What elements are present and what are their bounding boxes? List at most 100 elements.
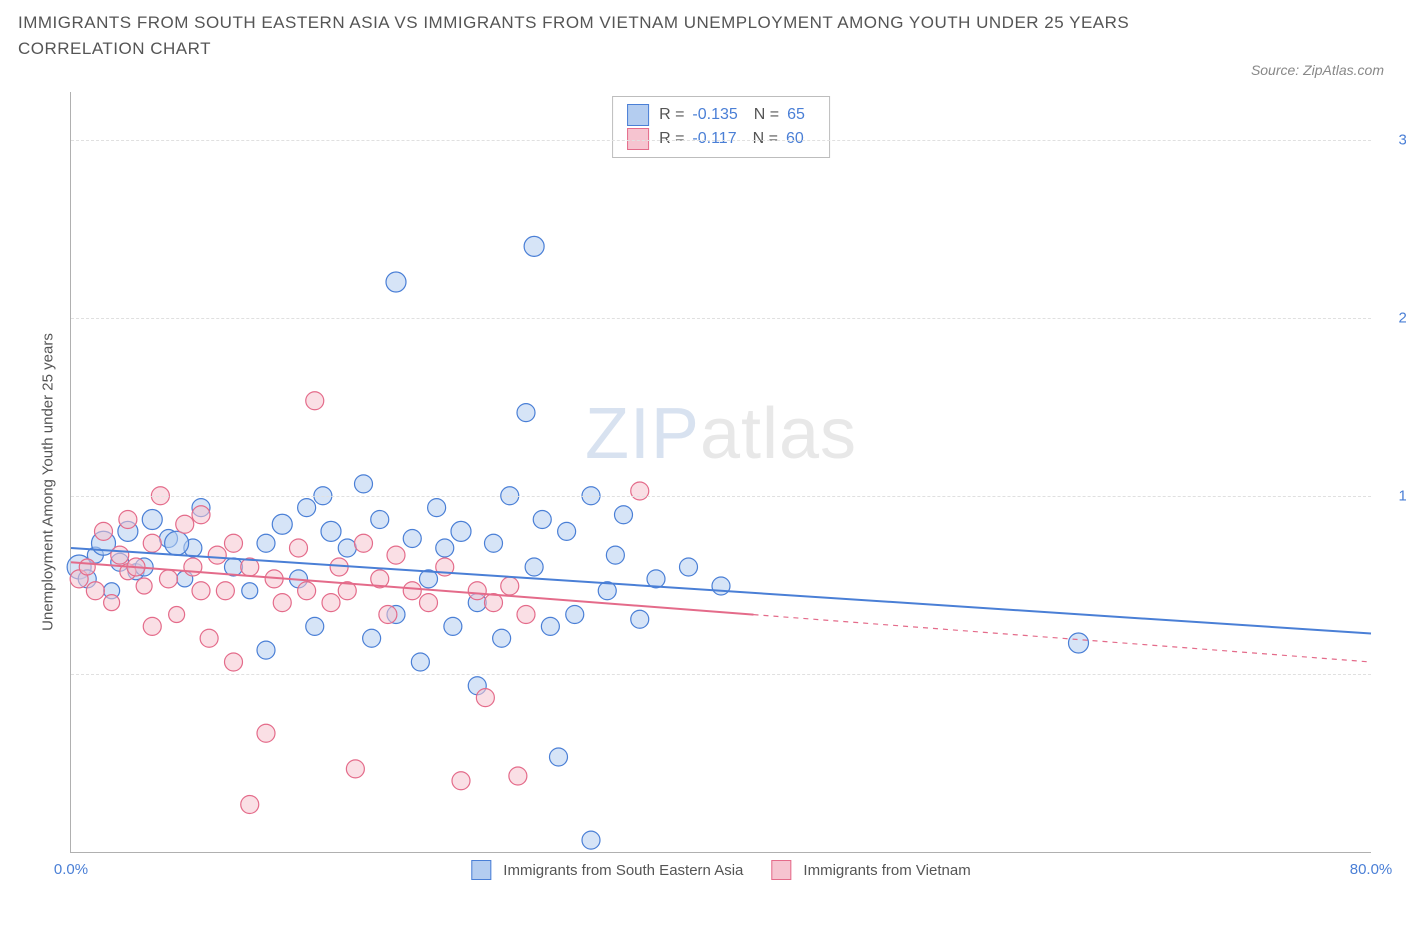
scatter-point	[338, 539, 356, 557]
legend-swatch	[771, 860, 791, 880]
scatter-point	[322, 594, 340, 612]
scatter-point	[298, 582, 316, 600]
x-tick-label: 80.0%	[1350, 861, 1393, 878]
scatter-point	[95, 522, 113, 540]
scatter-point	[216, 582, 234, 600]
scatter-point	[615, 506, 633, 524]
bottom-legend-item: Immigrants from South Eastern Asia	[471, 860, 743, 880]
scatter-point	[403, 530, 421, 548]
stats-legend-row: R =-0.135N =65	[627, 103, 815, 127]
chart-title-line1: IMMIGRANTS FROM SOUTH EASTERN ASIA VS IM…	[18, 10, 1388, 36]
bottom-legend: Immigrants from South Eastern Asia Immigr…	[471, 860, 970, 880]
scatter-point	[631, 482, 649, 500]
scatter-point	[411, 653, 429, 671]
plot-area: ZIPatlas R =-0.135N =65R =-0.117N =60 Im…	[70, 92, 1371, 853]
y-axis-label: Unemployment Among Youth under 25 years	[40, 333, 57, 631]
scatter-point	[485, 534, 503, 552]
scatter-point	[403, 582, 421, 600]
scatter-point	[184, 558, 202, 576]
scatter-point	[355, 534, 373, 552]
scatter-point	[525, 558, 543, 576]
scatter-point	[143, 617, 161, 635]
scatter-point	[143, 534, 161, 552]
scatter-point	[257, 641, 275, 659]
scatter-point	[566, 606, 584, 624]
scatter-point	[290, 539, 308, 557]
scatter-point	[517, 404, 535, 422]
scatter-point	[476, 689, 494, 707]
scatter-point	[606, 546, 624, 564]
legend-swatch	[471, 860, 491, 880]
scatter-point	[387, 546, 405, 564]
scatter-point	[142, 510, 162, 530]
scatter-point	[79, 559, 95, 575]
stats-legend: R =-0.135N =65R =-0.117N =60	[612, 96, 830, 158]
scatter-point	[119, 511, 137, 529]
scatter-point	[451, 521, 471, 541]
scatter-point	[242, 583, 258, 599]
y-tick-label: 7.5%	[1381, 665, 1406, 682]
scatter-point	[524, 236, 544, 256]
scatter-point	[241, 796, 259, 814]
scatter-point	[533, 511, 551, 529]
scatter-point	[452, 772, 470, 790]
legend-series-name: Immigrants from Vietnam	[803, 862, 970, 879]
scatter-point	[298, 499, 316, 517]
scatter-point	[631, 610, 649, 628]
scatter-point	[160, 570, 178, 588]
scatter-point	[436, 539, 454, 557]
scatter-point	[371, 511, 389, 529]
scatter-point	[165, 531, 189, 555]
scatter-point	[428, 499, 446, 517]
scatter-point	[485, 594, 503, 612]
scatter-point	[86, 582, 104, 600]
trend-line-dashed	[754, 615, 1372, 662]
scatter-point	[550, 748, 568, 766]
y-tick-label: 30.0%	[1381, 131, 1406, 148]
scatter-point	[111, 546, 129, 564]
scatter-point	[517, 606, 535, 624]
scatter-point	[1069, 633, 1089, 653]
scatter-point	[355, 475, 373, 493]
scatter-point	[582, 831, 600, 849]
stat-n-label: N =	[754, 103, 779, 127]
scatter-point	[493, 629, 511, 647]
chart-header: IMMIGRANTS FROM SOUTH EASTERN ASIA VS IM…	[0, 0, 1406, 61]
scatter-point	[501, 577, 519, 595]
scatter-svg	[71, 92, 1371, 852]
trend-line	[71, 548, 1371, 634]
gridline	[71, 496, 1371, 497]
scatter-point	[257, 534, 275, 552]
legend-swatch	[627, 104, 649, 126]
scatter-point	[192, 506, 210, 524]
scatter-point	[680, 558, 698, 576]
scatter-point	[306, 392, 324, 410]
chart-title-line2: CORRELATION CHART	[18, 36, 1388, 62]
gridline	[71, 140, 1371, 141]
scatter-point	[273, 594, 291, 612]
gridline	[71, 318, 1371, 319]
stat-n-value: 65	[787, 103, 805, 127]
scatter-point	[272, 514, 292, 534]
x-tick-label: 0.0%	[54, 861, 88, 878]
scatter-point	[208, 546, 226, 564]
scatter-point	[386, 272, 406, 292]
scatter-point	[306, 617, 324, 635]
scatter-point	[321, 521, 341, 541]
source-credit: Source: ZipAtlas.com	[1251, 62, 1384, 78]
scatter-point	[225, 534, 243, 552]
scatter-point	[379, 606, 397, 624]
scatter-point	[346, 760, 364, 778]
scatter-point	[176, 515, 194, 533]
scatter-point	[444, 617, 462, 635]
scatter-point	[558, 522, 576, 540]
scatter-point	[257, 724, 275, 742]
gridline	[71, 674, 1371, 675]
scatter-point	[104, 595, 120, 611]
scatter-point	[509, 767, 527, 785]
chart-container: Unemployment Among Youth under 25 years …	[58, 92, 1378, 872]
scatter-point	[420, 594, 438, 612]
y-tick-label: 15.0%	[1381, 487, 1406, 504]
y-tick-label: 22.5%	[1381, 309, 1406, 326]
scatter-point	[200, 629, 218, 647]
